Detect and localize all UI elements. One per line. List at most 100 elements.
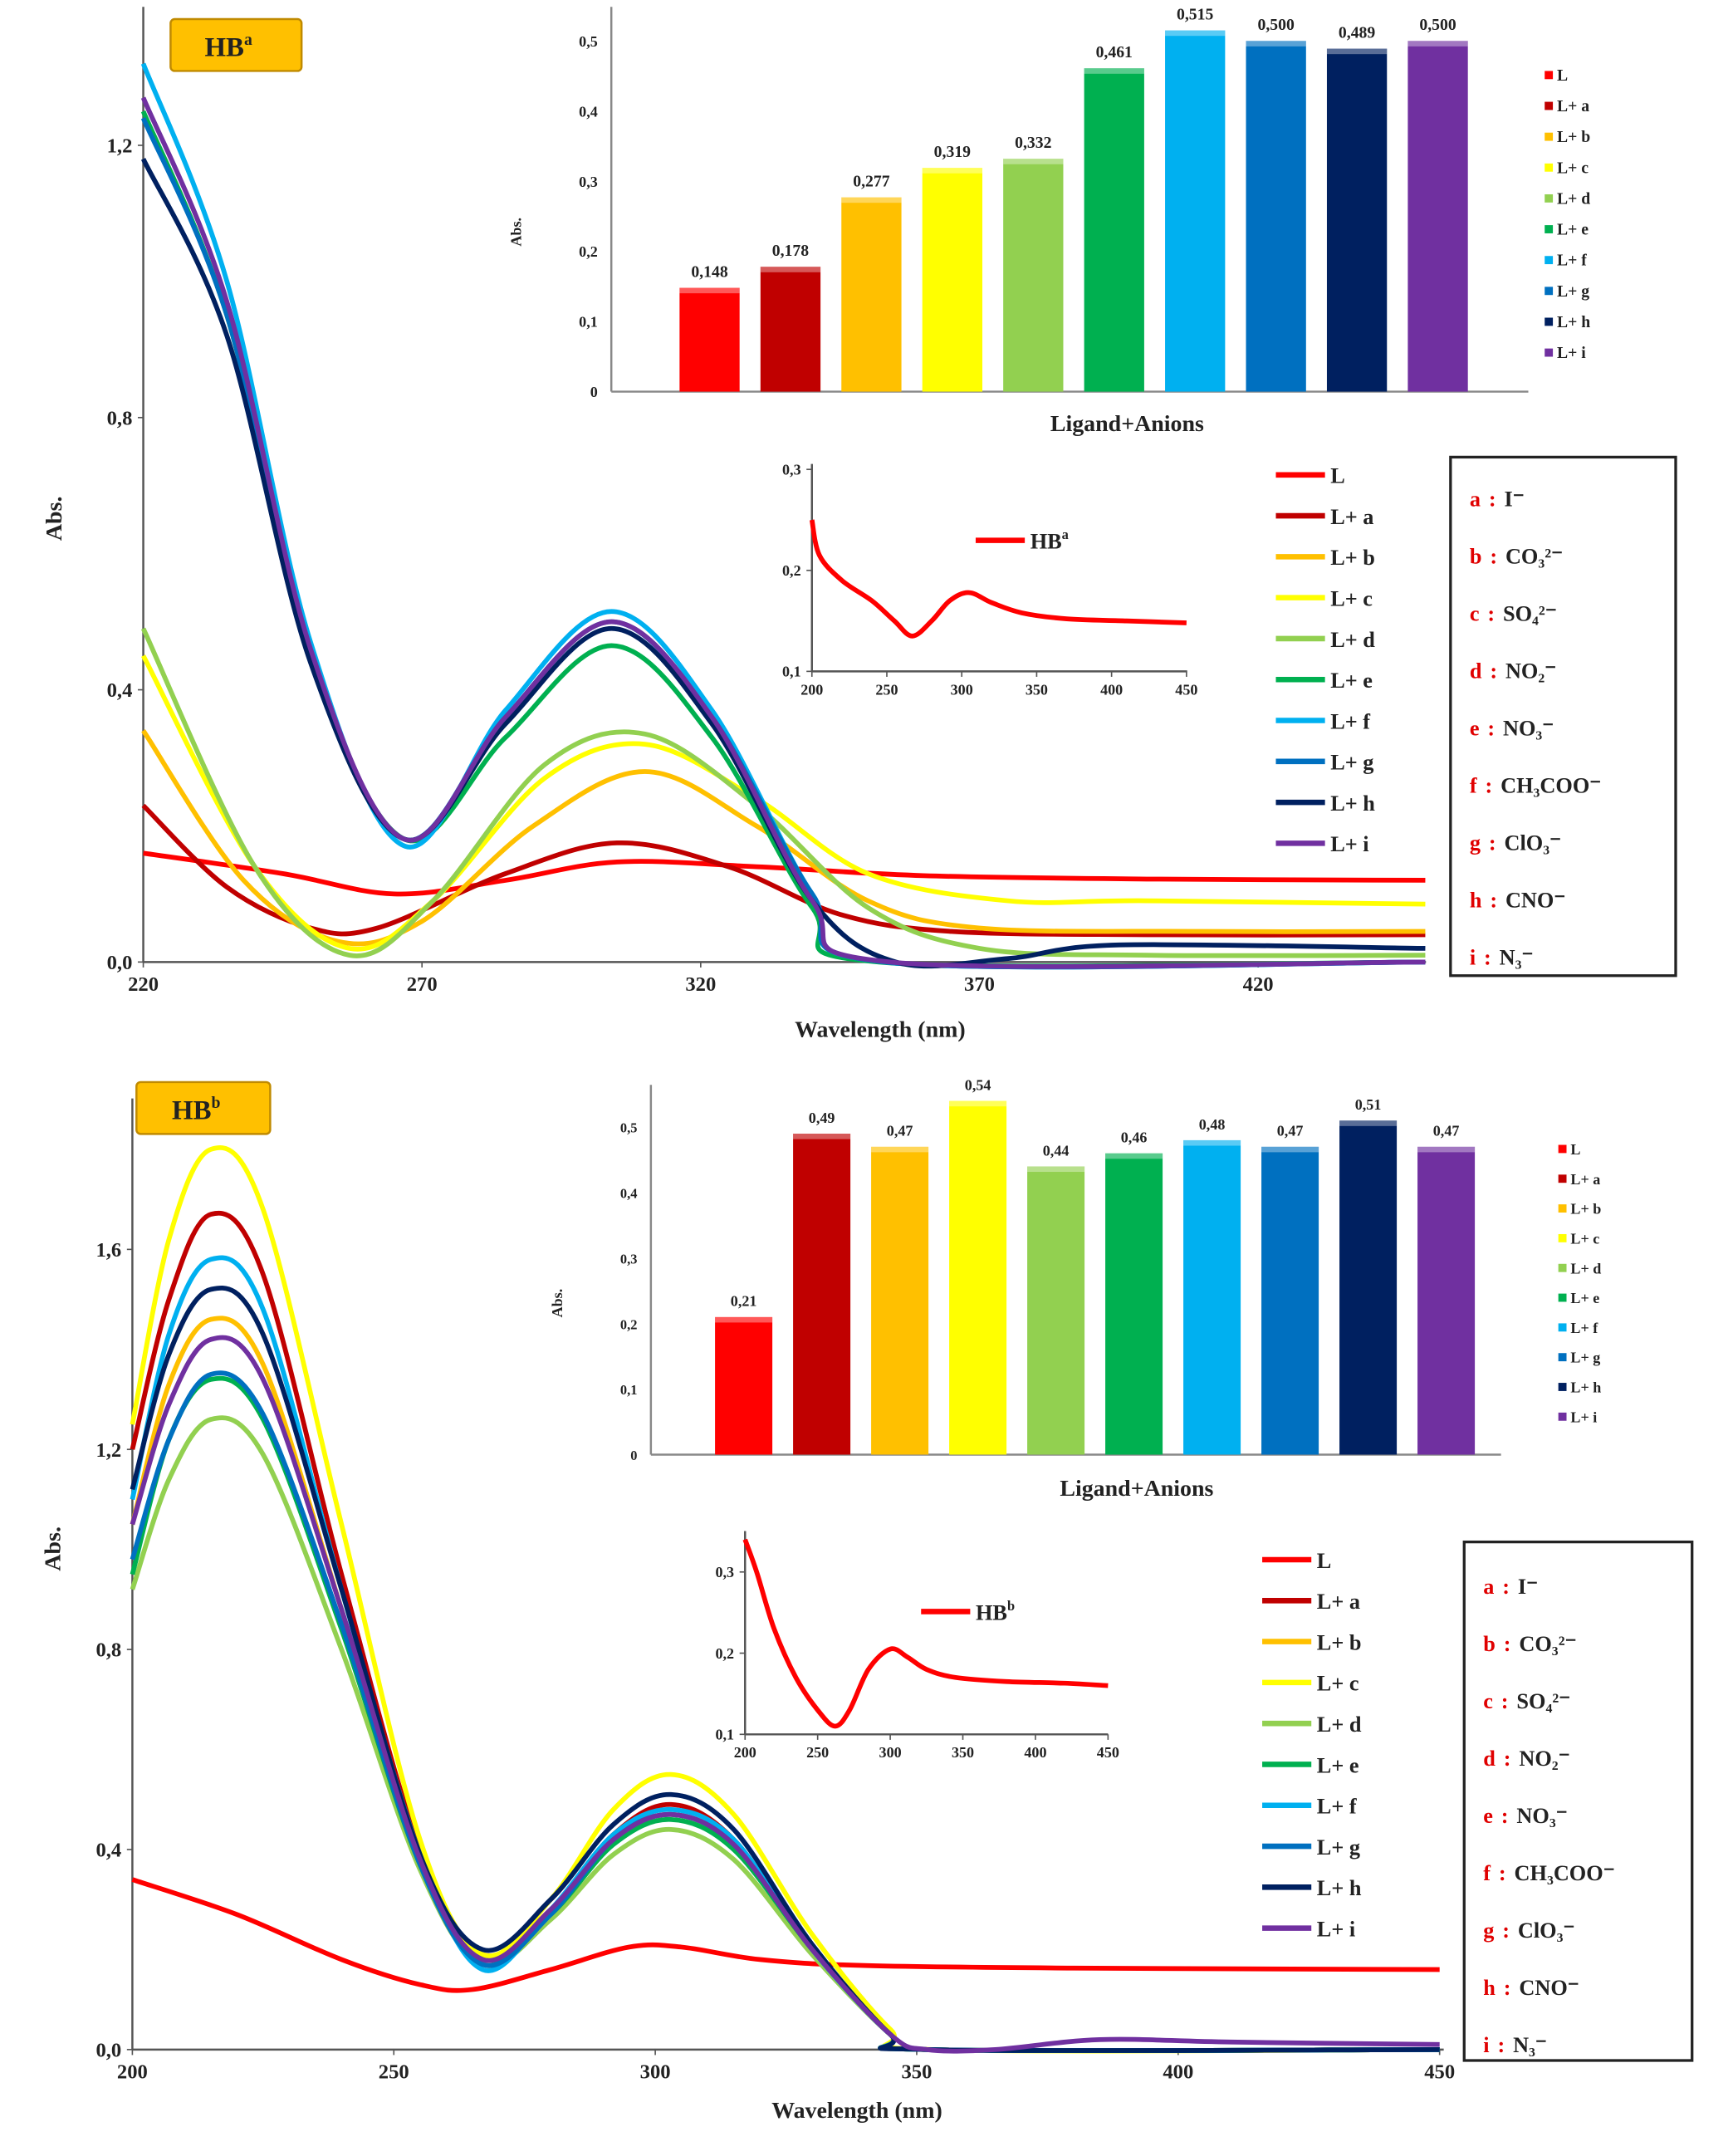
legend-swatch: [1558, 1204, 1567, 1213]
anion-key-entry: f: CH₃COO⁻: [1470, 774, 1601, 798]
bar-lb: [841, 197, 902, 392]
series-line-li: [130, 1335, 1440, 2054]
legend-swatch: [1545, 132, 1554, 141]
x-tick-label: 270: [407, 973, 438, 996]
anion-key-formula: ClO₃⁻: [1518, 1918, 1574, 1943]
legend-label: L+ h: [1330, 791, 1375, 816]
x-tick-label: 350: [952, 1744, 974, 1761]
y-tick-label: 0,1: [579, 314, 598, 331]
bar-l: [679, 287, 740, 392]
bar-value-label: 0,21: [731, 1293, 757, 1310]
anion-key-entry: d: NO₂⁻: [1483, 1747, 1569, 1771]
legend-label: L+ f: [1317, 1795, 1358, 1819]
anion-key-entry: e: NO₃⁻: [1470, 717, 1554, 741]
anion-key-formula: CNO⁻: [1519, 1976, 1579, 2000]
legend-label: L: [1557, 66, 1568, 85]
anion-key-letter: c: [1483, 1689, 1493, 1713]
y-tick-label: 0: [630, 1448, 637, 1463]
series-line-lb: [130, 1316, 1440, 2054]
legend-label: L+ e: [1557, 221, 1589, 239]
legend-label: L+ b: [1317, 1630, 1362, 1654]
anion-key-letter: a: [1470, 488, 1481, 512]
legend-label: L+ a: [1317, 1590, 1360, 1614]
anion-key-entry: f: CH₃COO⁻: [1483, 1861, 1614, 1885]
bar-highlight: [1326, 48, 1388, 55]
series-line-li: [140, 96, 1426, 969]
legend-swatch: [1558, 1233, 1567, 1242]
inset-legend-base: HB: [1030, 530, 1062, 554]
bar-highlight: [1027, 1166, 1085, 1173]
legend-label: L+ c: [1557, 159, 1589, 177]
legend-swatch: [1558, 1323, 1567, 1332]
legend-swatch: [1558, 1383, 1567, 1391]
x-tick-label: 250: [379, 2060, 409, 2083]
bar-highlight: [1084, 68, 1144, 74]
top-bar-ylabel: Abs.: [508, 218, 525, 247]
bar-highlight: [1339, 1120, 1398, 1126]
y-tick-label: 0,4: [579, 103, 598, 120]
legend-label: L+ g: [1317, 1835, 1360, 1860]
legend-label: L: [1330, 464, 1345, 488]
badge-hba-text: HBa: [204, 31, 252, 62]
y-tick-label: 0,0: [107, 952, 133, 974]
top-inset-chart: 200 250 300 350 400 450 0,1 0,2 0,3 HBa: [782, 462, 1197, 698]
y-tick-label: 0,3: [782, 462, 801, 478]
bar-highlight: [793, 1134, 851, 1139]
bar-la: [793, 1134, 851, 1455]
bar-value-label: 0,54: [965, 1076, 991, 1093]
legend-label: L+ f: [1557, 252, 1587, 270]
legend-label: L+ a: [1557, 97, 1589, 115]
x-tick-label: 200: [800, 681, 823, 698]
bar-highlight: [1003, 159, 1064, 164]
bottom-bar-xlabel: Ligand+Anions: [1060, 1476, 1213, 1502]
x-tick-label: 300: [879, 1744, 902, 1761]
bar-l: [715, 1316, 773, 1455]
bar-value-label: 0,51: [1355, 1096, 1382, 1113]
bar-lc: [922, 168, 983, 392]
legend-swatch: [1558, 1353, 1567, 1362]
legend-swatch: [1545, 71, 1554, 80]
legend-swatch: [1545, 317, 1554, 326]
y-tick-label: 0,2: [620, 1316, 638, 1332]
bottom-inset-chart: 200 250 300 350 400 450 0,1 0,2 0,3 HBb: [716, 1531, 1119, 1761]
y-tick-label: 0,2: [579, 243, 598, 260]
anion-key-formula: NO₂⁻: [1505, 659, 1556, 684]
series-line-lc: [141, 654, 1426, 952]
legend-label: L+ e: [1330, 669, 1373, 693]
x-tick-label: 300: [640, 2060, 671, 2083]
anion-key-entry: a: I⁻: [1483, 1575, 1538, 1599]
panel-a: HBa Abs. Wavelength (nm) Abs. Ligand+Ani…: [42, 17, 1677, 1043]
y-tick-label: 1,6: [95, 1239, 121, 1262]
bar-li: [1407, 41, 1468, 392]
y-tick-label: 0,2: [716, 1645, 735, 1662]
top-main-xlabel: Wavelength (nm): [795, 1017, 966, 1043]
legend-swatch: [1545, 287, 1554, 296]
legend-label: L+ h: [1317, 1876, 1362, 1900]
anion-key-letter: i: [1470, 946, 1476, 970]
anion-key-letter: f: [1470, 774, 1478, 798]
anion-key-box-a: [1449, 455, 1677, 978]
series-line-lh: [140, 158, 1426, 969]
bar-lc: [949, 1100, 1007, 1455]
bar-highlight: [871, 1146, 929, 1153]
anion-key-separator: :: [1490, 659, 1497, 684]
bar-value-label: 0,489: [1339, 23, 1375, 42]
bar-highlight: [949, 1100, 1007, 1107]
anion-key-entry: b: CO₃²⁻: [1483, 1632, 1576, 1656]
anion-key-separator: :: [1489, 488, 1496, 512]
bar-lf: [1165, 30, 1226, 392]
anion-key-entry: h: CNO⁻: [1483, 1976, 1579, 2000]
anion-key-formula: NO₃⁻: [1516, 1804, 1567, 1828]
inset-legend-label: HBa: [1030, 527, 1069, 553]
legend-swatch: [1545, 163, 1554, 172]
anion-key-formula: CNO⁻: [1505, 889, 1565, 913]
anion-key-formula: CO₃²⁻: [1519, 1632, 1576, 1656]
x-tick-label: 300: [951, 681, 973, 698]
legend-label: L: [1317, 1549, 1332, 1573]
bar-li: [1417, 1146, 1476, 1455]
anion-key-separator: :: [1504, 1976, 1511, 2000]
y-tick-label: 0,2: [782, 562, 801, 579]
top-main-chart: 220 270 320 370 420 0,0 0,4 0,8 1,2 L L+ a L+ b L+ c…: [107, 7, 1601, 996]
x-tick-label: 450: [1175, 681, 1197, 698]
legend-label: L+ d: [1330, 628, 1375, 652]
